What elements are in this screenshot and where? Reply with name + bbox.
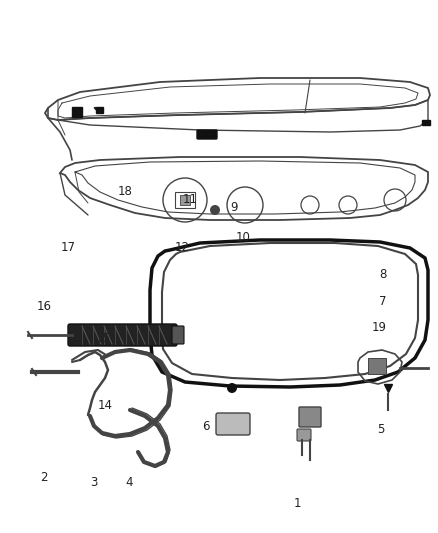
- Circle shape: [210, 205, 220, 215]
- Bar: [96, 107, 103, 113]
- FancyBboxPatch shape: [172, 326, 184, 344]
- Text: 2: 2: [40, 471, 48, 483]
- Text: 8: 8: [380, 268, 387, 281]
- Text: 5: 5: [378, 423, 385, 435]
- Text: 15: 15: [95, 332, 110, 345]
- Text: 9: 9: [230, 201, 238, 214]
- Text: 1: 1: [294, 497, 302, 510]
- Text: 4: 4: [125, 476, 133, 489]
- Bar: [422, 120, 430, 125]
- Text: 14: 14: [98, 399, 113, 411]
- Text: 12: 12: [174, 241, 189, 254]
- Text: 19: 19: [371, 321, 386, 334]
- Text: 11: 11: [183, 193, 198, 206]
- FancyBboxPatch shape: [299, 407, 321, 427]
- Bar: [72, 107, 82, 117]
- FancyBboxPatch shape: [68, 324, 177, 346]
- Text: 10: 10: [236, 231, 251, 244]
- Text: 7: 7: [379, 295, 387, 308]
- FancyBboxPatch shape: [297, 429, 311, 441]
- Text: 18: 18: [117, 185, 132, 198]
- Text: 3: 3: [91, 476, 98, 489]
- Bar: [175, 192, 195, 208]
- Bar: [368, 358, 386, 374]
- FancyBboxPatch shape: [216, 413, 250, 435]
- FancyBboxPatch shape: [197, 130, 217, 139]
- Text: 16: 16: [36, 300, 51, 313]
- Text: 6: 6: [202, 420, 210, 433]
- Text: 17: 17: [60, 241, 75, 254]
- Circle shape: [227, 383, 237, 393]
- Bar: [180, 195, 190, 205]
